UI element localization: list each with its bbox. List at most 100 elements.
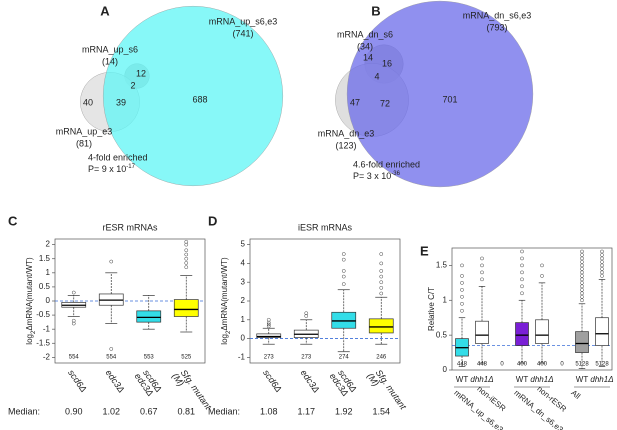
- outlier: [379, 252, 384, 256]
- y-tick-label: 1: [241, 315, 246, 324]
- outlier: [184, 242, 189, 247]
- box: [535, 319, 549, 344]
- outlier: [520, 256, 524, 261]
- y-axis-label-part: ΔmRNA(mutant/WT): [220, 257, 229, 331]
- outlier: [600, 274, 604, 278]
- outlier: [460, 294, 464, 299]
- venn-circle: [346, 0, 534, 188]
- p-value-exponent: -17: [126, 164, 135, 170]
- count-label: 246: [376, 355, 387, 361]
- y-tick-label: 2: [46, 240, 51, 249]
- outlier: [379, 269, 384, 273]
- count-label: 525: [181, 355, 192, 361]
- median-value: 0.67: [140, 406, 158, 416]
- y-axis-label-part: Relative C/T: [427, 287, 436, 331]
- set-count: (741): [232, 28, 253, 38]
- region-count: 39: [116, 97, 126, 107]
- outlier: [580, 267, 584, 271]
- outlier: [379, 280, 384, 285]
- outlier: [480, 270, 484, 275]
- outlier: [600, 263, 604, 268]
- outlier: [184, 265, 189, 270]
- y-tick-label: 0: [46, 296, 51, 305]
- count-label: 400: [537, 362, 548, 368]
- outlier: [379, 291, 384, 296]
- outlier: [520, 263, 524, 268]
- y-axis-label: log2ΔmRNA(mutant/WT): [220, 257, 231, 345]
- region-count: 4: [374, 71, 379, 81]
- category-line: Sfg. mutant: [179, 368, 214, 412]
- y-tick-label: -1: [238, 352, 246, 361]
- category-label: WT: [516, 375, 529, 384]
- p-value: P= 9 x 10-17: [88, 164, 136, 175]
- y-tick-label: -0.5: [36, 310, 50, 319]
- outlier: [379, 285, 384, 290]
- y-axis-label-part: 2: [226, 330, 232, 334]
- outlier: [341, 274, 346, 279]
- median-value: 1.02: [102, 406, 120, 416]
- count-label: 274: [339, 355, 350, 361]
- count-label: 400: [517, 362, 528, 368]
- count-label: 273: [301, 355, 312, 361]
- outlier: [266, 322, 271, 327]
- box: [331, 311, 357, 329]
- median-value: 1.17: [297, 406, 315, 416]
- outlier: [580, 270, 584, 275]
- outlier: [379, 274, 384, 279]
- outlier: [304, 311, 309, 316]
- box: [515, 322, 529, 346]
- set-name: mRNA_dn_s6,e3: [463, 10, 532, 20]
- panel-letter: C: [8, 213, 18, 228]
- outlier: [600, 260, 604, 264]
- group-label: All: [569, 388, 582, 401]
- box: [136, 310, 162, 323]
- region-count: 47: [350, 97, 360, 107]
- box: [173, 299, 199, 317]
- set-name: mRNA_dn_e3: [318, 128, 375, 138]
- category-label: WT: [576, 375, 589, 384]
- y-axis-label-part: log: [220, 334, 229, 345]
- region-count: 14: [363, 52, 373, 62]
- panel-letter: D: [208, 213, 217, 228]
- p-value-base: P= 9 x 10: [88, 164, 126, 174]
- outlier: [184, 248, 189, 253]
- enrichment-note: 4-fold enriched: [88, 152, 148, 162]
- y-axis-label-part: log: [25, 334, 34, 345]
- outlier: [580, 256, 584, 261]
- y-tick-label: 1.5: [39, 254, 51, 263]
- outlier: [600, 270, 604, 275]
- category-line: edc3Δ: [104, 368, 127, 395]
- outlier: [540, 263, 544, 268]
- count-label: 0: [500, 362, 504, 368]
- y-tick-label: -2: [43, 352, 51, 361]
- y-axis-label-part: 2: [31, 330, 37, 334]
- median-value: 1.54: [372, 406, 390, 416]
- category-label: edc3Δ: [104, 368, 127, 395]
- outlier: [184, 252, 189, 257]
- box: [475, 320, 489, 344]
- outlier: [460, 274, 464, 278]
- outlier: [341, 282, 346, 286]
- outlier: [580, 281, 584, 285]
- outlier: [600, 249, 604, 254]
- enrichment-note: 4.6-fold enriched: [353, 159, 420, 169]
- region-count: 701: [442, 94, 457, 104]
- outlier: [480, 277, 484, 282]
- plot-frame: [451, 247, 613, 371]
- outlier: [109, 347, 114, 351]
- count-label: 5128: [595, 362, 609, 368]
- outlier: [460, 281, 464, 285]
- set-count: (14): [102, 56, 118, 66]
- y-tick-label: 1: [46, 268, 51, 277]
- count-label: 448: [477, 362, 488, 368]
- outlier: [540, 274, 544, 278]
- outlier: [460, 287, 464, 292]
- outlier: [580, 253, 584, 257]
- outlier: [580, 291, 584, 296]
- y-tick-label: -1: [43, 324, 51, 333]
- category-line: scd6Δ: [66, 368, 89, 394]
- region-count: 688: [192, 94, 207, 104]
- outlier: [580, 284, 584, 289]
